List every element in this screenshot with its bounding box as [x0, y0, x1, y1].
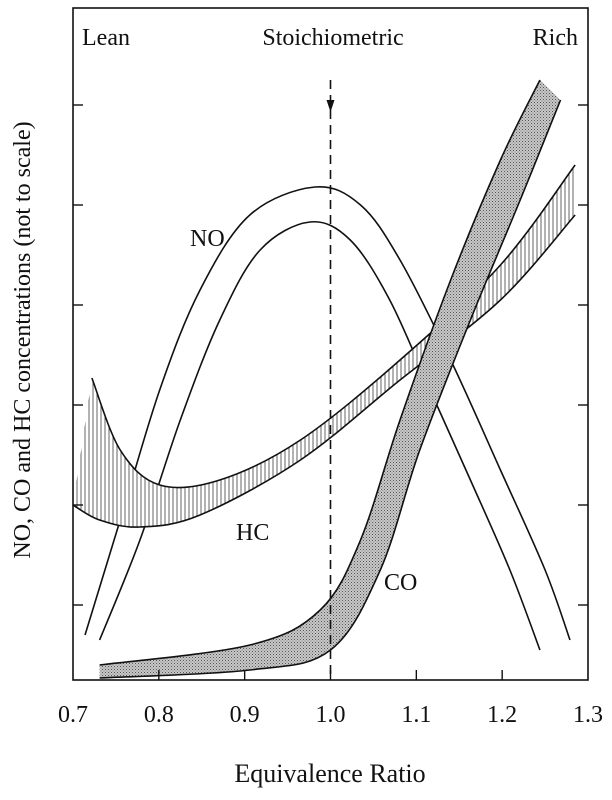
region-label-lean: Lean	[82, 25, 130, 51]
hc-lower-curve	[72, 214, 576, 528]
co-lower-curve	[99, 99, 562, 679]
region-label-rich: Rich	[533, 25, 578, 51]
co-band	[99, 80, 561, 678]
no-lower-curve	[98, 220, 541, 651]
x-tick-label: 1.3	[573, 702, 603, 728]
series-label-no: NO	[190, 226, 225, 252]
series-label-hc: HC	[236, 520, 269, 546]
x-tick-label: 0.9	[230, 702, 260, 728]
y-axis-label: NO, CO and HC concentrations (not to sca…	[10, 121, 36, 558]
hc-upper-curve	[91, 164, 576, 489]
x-axis-label: Equivalence Ratio	[234, 759, 425, 788]
series-label-co: CO	[384, 570, 417, 596]
x-tick-label: 1.2	[487, 702, 517, 728]
stoichiometric-arrow-icon	[326, 100, 335, 112]
no-upper-curve	[84, 185, 571, 641]
region-label-stoichiometric: Stoichiometric	[262, 25, 403, 51]
x-tick-label: 1.1	[401, 702, 431, 728]
co-upper-curve	[99, 79, 541, 666]
x-tick-label: 0.8	[144, 702, 174, 728]
hc-band	[73, 165, 576, 528]
x-tick-label: 0.7	[58, 702, 88, 728]
x-tick-label: 1.0	[316, 702, 346, 728]
